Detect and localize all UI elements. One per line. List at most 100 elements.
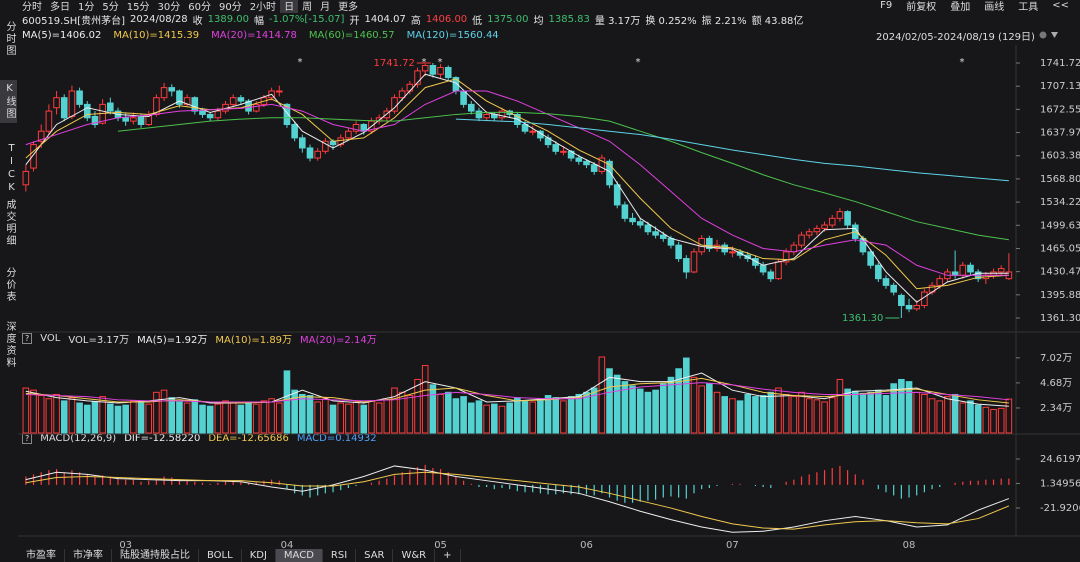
- candle-body: [775, 261, 782, 280]
- volume-bar: [997, 407, 1005, 434]
- legend-item: MA(20)=1414.78: [211, 29, 297, 41]
- period-tab[interactable]: 90分: [218, 2, 242, 13]
- volume-bar: [775, 387, 782, 434]
- period-tab[interactable]: 15分: [126, 2, 150, 13]
- volume-bar: [698, 385, 705, 434]
- indicator-line: [117, 111, 1009, 241]
- indicator-tab[interactable]: 市净率: [65, 549, 112, 562]
- volume-bar: [360, 404, 368, 434]
- volume-bar: [506, 402, 513, 434]
- volume-bar: [667, 376, 675, 434]
- volume-bar: [659, 383, 667, 434]
- tool-tab[interactable]: 叠加: [950, 2, 971, 13]
- date-range[interactable]: 2024/02/05-2024/08/19 (129日): [876, 31, 1035, 43]
- candle-body: [475, 110, 483, 119]
- candle-body: [898, 294, 905, 306]
- period-tab[interactable]: 5分: [102, 2, 119, 13]
- candle-body: [928, 284, 936, 293]
- period-tab[interactable]: 月: [320, 2, 331, 13]
- period-tab[interactable]: 分时: [22, 2, 42, 13]
- candle-body: [552, 144, 560, 152]
- tool-tab[interactable]: 画线: [984, 2, 1005, 13]
- info-item: 1404.07: [364, 13, 406, 25]
- y-tick-label: 1395.88: [1040, 290, 1080, 301]
- indicator-tab[interactable]: 市盈率: [18, 549, 65, 562]
- candle-body: [951, 271, 959, 276]
- candle-body: [990, 271, 997, 276]
- sidebar-tab[interactable]: TICK: [6, 143, 17, 195]
- indicator-tab[interactable]: SAR: [356, 549, 394, 562]
- period-tab[interactable]: 30分: [157, 2, 181, 13]
- indicator-tab[interactable]: W&R: [393, 549, 436, 562]
- volume-bar: [567, 396, 575, 434]
- y-tick-label: 4.68万: [1040, 378, 1072, 389]
- period-tab[interactable]: 周: [302, 2, 313, 13]
- y-tick-label: 24.6197: [1040, 454, 1080, 465]
- event-mark: *: [298, 57, 303, 68]
- volume-bar: [237, 404, 245, 434]
- sidebar-tab[interactable]: 分价表: [4, 267, 15, 303]
- date-range-box[interactable]: 2024/02/05-2024/08/19 (129日): [876, 29, 1059, 43]
- volume-bar: [368, 400, 375, 434]
- volume-bar: [928, 398, 936, 434]
- candle-body: [360, 123, 368, 132]
- period-tab[interactable]: 2小时: [249, 2, 277, 13]
- volume-bar: [828, 397, 836, 434]
- period-tab[interactable]: 更多: [338, 2, 359, 13]
- candle-body: [521, 123, 529, 132]
- help-icon[interactable]: ?: [22, 432, 33, 444]
- candle-body: [759, 264, 767, 273]
- tool-tab[interactable]: 前复权: [906, 2, 937, 13]
- info-item: 1406.00: [425, 13, 468, 25]
- volume-bar: [199, 404, 206, 434]
- volume-bar: [613, 374, 621, 434]
- volume-bar: [76, 402, 83, 434]
- y-tick-label: -21.9206: [1040, 503, 1080, 514]
- candle-body: [76, 90, 83, 105]
- volume-bar: [652, 389, 659, 434]
- indicator-tab[interactable]: +: [435, 549, 461, 562]
- candle-body: [506, 110, 513, 115]
- period-tab[interactable]: 1分: [78, 2, 95, 13]
- sidebar-tab[interactable]: 深度资料: [4, 321, 15, 369]
- indicator-tab[interactable]: RSI: [323, 549, 357, 562]
- high-label: 1741.72: [374, 58, 415, 69]
- indicator-tab[interactable]: KDJ: [242, 549, 276, 562]
- sidebar-tab[interactable]: 成交明细: [4, 199, 15, 247]
- volume-bar: [260, 400, 268, 434]
- candle-body: [713, 244, 721, 249]
- candle-body: [706, 237, 713, 249]
- tool-tab[interactable]: <<: [1052, 0, 1069, 11]
- info-item: 收: [192, 15, 203, 27]
- candle-body: [329, 140, 337, 146]
- volume-bar: [37, 395, 45, 434]
- help-icon[interactable]: ?: [22, 332, 33, 344]
- candle-body: [836, 211, 844, 219]
- volume-bar: [636, 388, 644, 434]
- tool-tab[interactable]: 工具: [1018, 2, 1039, 13]
- volume-bar: [191, 399, 199, 434]
- period-tab[interactable]: 日: [280, 0, 299, 13]
- candle-body: [322, 140, 329, 152]
- tool-tab[interactable]: F9: [880, 0, 893, 11]
- candle-body: [222, 103, 229, 112]
- volume-bar: [206, 405, 214, 434]
- indicator-tab[interactable]: 陆股通持股占比: [112, 549, 199, 562]
- period-tab[interactable]: 60分: [188, 2, 211, 13]
- volume-bar: [91, 401, 99, 434]
- volume-bar: [683, 357, 690, 434]
- candle-body: [936, 278, 944, 286]
- sidebar-tab[interactable]: 分时图: [4, 21, 15, 57]
- candle-body: [275, 90, 283, 93]
- candle-body: [429, 65, 437, 75]
- sidebar-tab[interactable]: K线图: [0, 80, 17, 123]
- candle-body: [375, 117, 383, 122]
- period-tab[interactable]: 多日: [50, 2, 70, 13]
- volume-bar: [813, 399, 821, 434]
- event-mark: *: [438, 57, 443, 68]
- indicator-tab[interactable]: MACD: [275, 549, 323, 562]
- candle-body: [1005, 271, 1013, 280]
- indicator-tab[interactable]: BOLL: [199, 549, 242, 562]
- candle-body: [913, 304, 921, 310]
- volume-bar: [752, 396, 759, 434]
